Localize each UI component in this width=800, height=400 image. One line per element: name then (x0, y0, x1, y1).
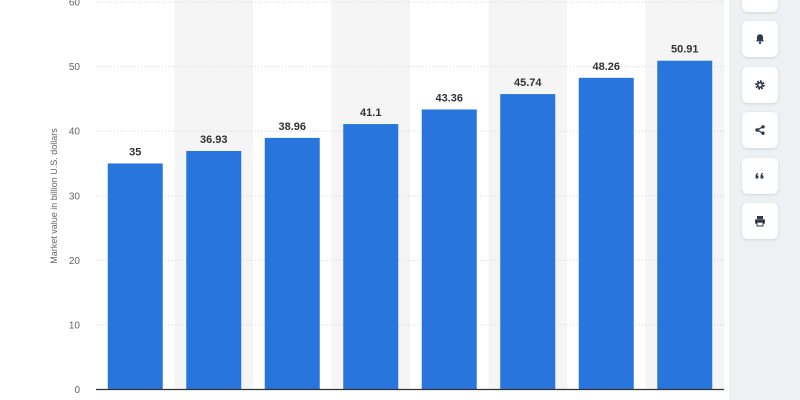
data-label: 50.91 (671, 44, 699, 56)
print-icon (755, 216, 765, 227)
y-tick-label: 0 (74, 385, 80, 396)
bell-icon (756, 34, 764, 44)
favorite-button[interactable] (742, 0, 778, 12)
notification-button[interactable] (742, 21, 778, 57)
data-label: 38.96 (278, 121, 306, 133)
bar (107, 163, 163, 390)
print-button[interactable] (742, 203, 778, 239)
y-tick-label: 60 (69, 0, 81, 9)
y-tick-label: 20 (69, 256, 81, 267)
bar (578, 77, 634, 390)
bar (500, 94, 556, 390)
data-label: 35 (129, 146, 141, 158)
data-label: 41.1 (360, 107, 381, 119)
y-tick-label: 30 (69, 191, 81, 202)
bar (186, 150, 242, 390)
y-tick-label: 10 (69, 320, 81, 331)
data-label: 43.36 (435, 92, 463, 104)
quote-icon (755, 172, 764, 179)
settings-button[interactable] (742, 67, 778, 103)
y-tick-label: 40 (69, 127, 81, 138)
bar (657, 60, 713, 390)
side-panel (729, 0, 800, 400)
data-label: 48.26 (592, 61, 620, 73)
share-icon (755, 125, 765, 135)
bar (264, 137, 320, 390)
bar (343, 124, 399, 390)
cite-button[interactable] (742, 158, 778, 194)
share-button[interactable] (742, 112, 778, 148)
data-label: 45.74 (514, 77, 542, 89)
y-tick-label: 50 (69, 62, 81, 73)
y-axis-title: Market value in billion U.S. dollars (49, 128, 59, 264)
data-label: 36.93 (200, 134, 228, 146)
bar (421, 109, 477, 390)
gear-icon (755, 80, 765, 90)
